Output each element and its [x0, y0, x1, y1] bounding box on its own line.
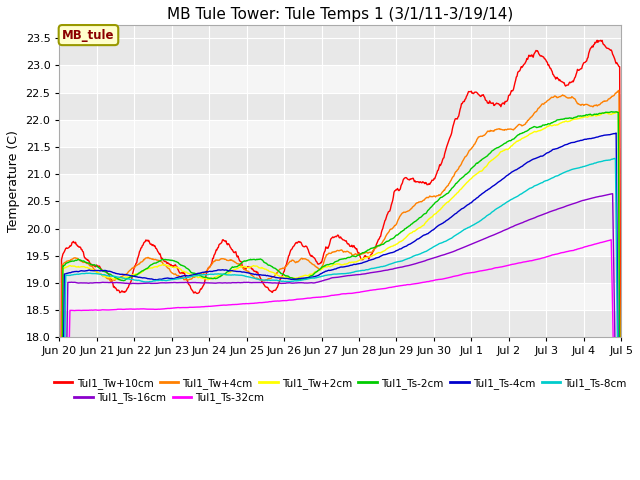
- Bar: [60, 65, 621, 93]
- Legend: Tul1_Ts-16cm, Tul1_Ts-32cm: Tul1_Ts-16cm, Tul1_Ts-32cm: [70, 388, 269, 407]
- Bar: [60, 174, 621, 202]
- Bar: [60, 38, 621, 65]
- Y-axis label: Temperature (C): Temperature (C): [7, 130, 20, 232]
- Bar: [60, 120, 621, 147]
- Bar: [60, 256, 621, 283]
- Bar: [60, 283, 621, 310]
- Text: MB_tule: MB_tule: [62, 29, 115, 42]
- Title: MB Tule Tower: Tule Temps 1 (3/1/11-3/19/14): MB Tule Tower: Tule Temps 1 (3/1/11-3/19…: [167, 7, 513, 22]
- Bar: [60, 147, 621, 174]
- Bar: [60, 202, 621, 228]
- Bar: [60, 310, 621, 337]
- Bar: [60, 93, 621, 120]
- Bar: [60, 228, 621, 256]
